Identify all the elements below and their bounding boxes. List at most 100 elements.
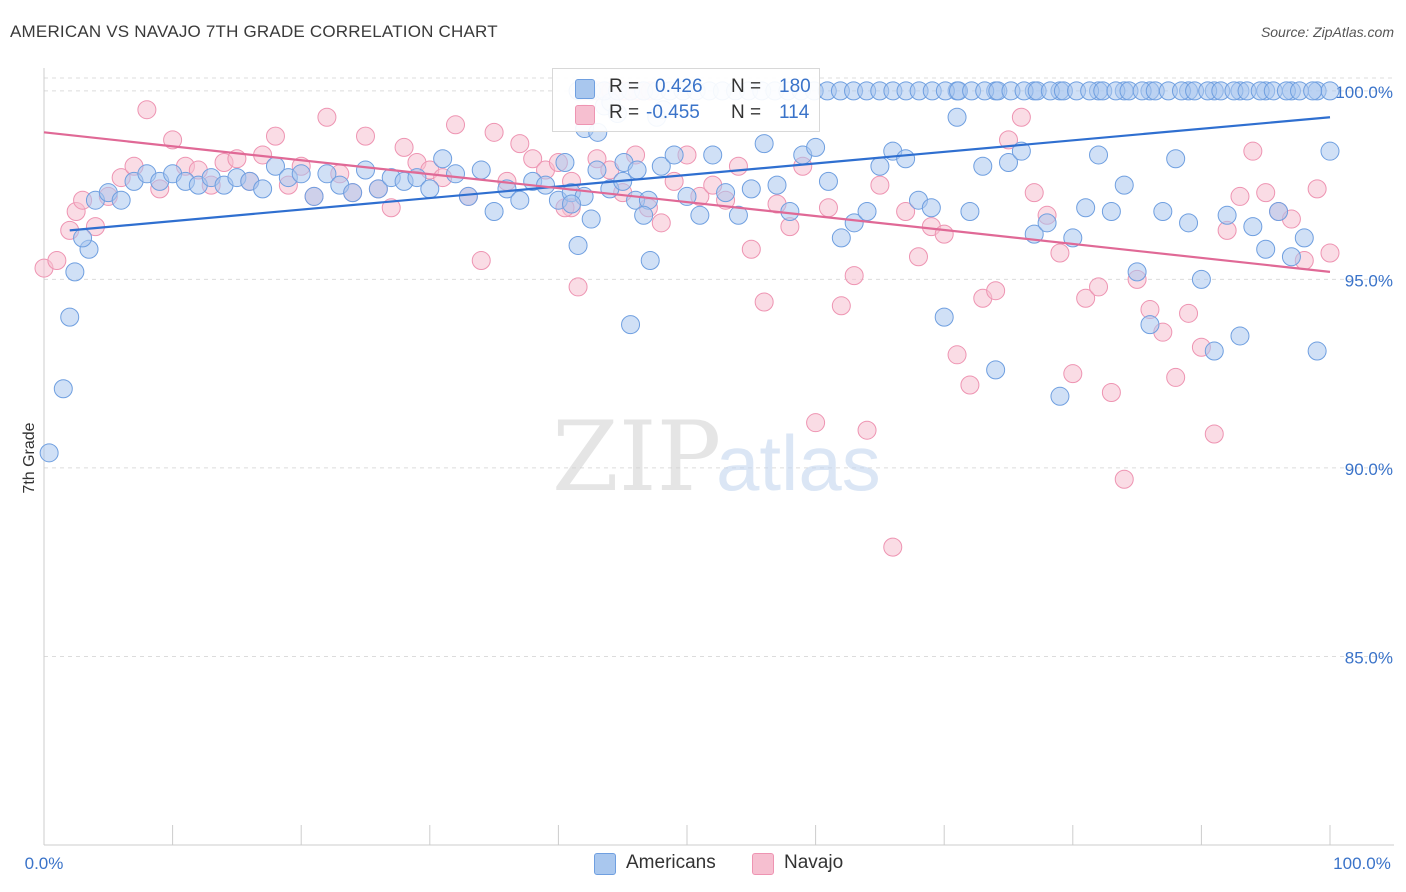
americans-point — [510, 190, 530, 210]
americans-n-value: 180 — [779, 76, 811, 97]
navajo-point — [381, 198, 401, 218]
americans-point — [1269, 202, 1289, 222]
navajo-point — [484, 122, 504, 142]
americans-point — [634, 205, 654, 225]
navajo-point — [356, 126, 375, 146]
navajo-point — [1230, 186, 1250, 206]
navajo-legend-swatch — [752, 853, 774, 875]
americans-point — [741, 179, 761, 199]
correlation-legend: R = 0.426 N = 180 R = -0.455 N = 114 — [552, 68, 820, 132]
americans-point — [728, 205, 748, 225]
navajo-r-value: -0.455 — [646, 102, 700, 123]
americans-point — [1037, 213, 1057, 233]
americans-point — [716, 183, 736, 203]
legend-row-americans: R = 0.426 N = 180 — [553, 76, 819, 100]
navajo-point — [317, 107, 337, 127]
navajo-point — [394, 137, 414, 157]
americans-point — [1217, 205, 1237, 225]
americans-point — [640, 251, 660, 271]
americans-point — [767, 175, 787, 195]
chart-title: AMERICAN VS NAVAJO 7TH GRADE CORRELATION… — [10, 22, 498, 41]
americans-point — [568, 235, 588, 255]
navajo-r-label: R = — [609, 102, 640, 123]
americans-point — [1191, 269, 1211, 289]
americans-trendline — [69, 116, 1331, 232]
navajo-point — [1114, 469, 1134, 489]
x-tick-label-max: 100.0% — [1333, 854, 1391, 873]
americans-point — [857, 202, 877, 222]
americans-point — [627, 160, 647, 180]
navajo-legend-label: Navajo — [784, 852, 844, 873]
y-axis-label: 7th Grade — [21, 422, 38, 493]
watermark-atlas: atlas — [716, 419, 881, 507]
navajo-point — [568, 277, 588, 297]
navajo-trendline — [43, 131, 1331, 273]
americans-point — [1127, 262, 1147, 282]
navajo-point — [857, 420, 877, 440]
navajo-point — [1011, 107, 1031, 127]
navajo-point — [1076, 288, 1096, 308]
navajo-point — [999, 130, 1018, 150]
watermark-zip: ZIP — [552, 401, 721, 513]
americans-point — [934, 307, 954, 327]
americans-point — [253, 179, 273, 199]
americans-point — [497, 179, 517, 199]
americans-point — [870, 156, 890, 176]
americans-point — [555, 152, 575, 172]
navajo-point — [1024, 183, 1044, 203]
navajo-point — [934, 224, 954, 244]
navajo-point — [1320, 243, 1340, 263]
americans-point — [484, 202, 504, 222]
americans-point — [304, 186, 324, 206]
americans-point — [703, 145, 723, 165]
americans-point — [562, 194, 582, 214]
americans-legend-label: Americans — [626, 852, 716, 873]
americans-point — [1140, 315, 1160, 335]
americans-point — [1114, 175, 1134, 195]
americans-point — [446, 164, 466, 184]
americans-point — [973, 156, 993, 176]
americans-point — [1307, 341, 1327, 361]
navajo-point — [163, 130, 183, 150]
americans-point — [947, 107, 967, 127]
navajo-point — [265, 126, 285, 146]
americans-r-label: R = — [609, 76, 640, 97]
americans-point — [368, 179, 388, 199]
navajo-point — [986, 281, 1006, 301]
x-tick-label-min: 0.0% — [25, 854, 64, 873]
navajo-swatch — [575, 105, 595, 125]
navajo-point — [728, 156, 748, 176]
navajo-point — [883, 537, 903, 557]
americans-point — [73, 228, 93, 248]
navajo-point — [831, 296, 851, 316]
americans-point — [343, 183, 363, 203]
americans-point — [458, 186, 478, 206]
americans-point — [1243, 217, 1263, 237]
americans-point — [1204, 341, 1224, 361]
americans-point — [420, 179, 440, 199]
navajo-point — [523, 149, 543, 169]
americans-point — [1303, 81, 1323, 101]
navajo-point — [947, 345, 967, 365]
americans-point — [1101, 202, 1121, 222]
americans-point — [581, 209, 601, 229]
americans-n-label: N = — [731, 76, 762, 97]
americans-point — [690, 205, 710, 225]
navajo-point — [1089, 277, 1109, 297]
americans-point — [65, 262, 85, 282]
navajo-point — [844, 266, 864, 286]
navajo-point — [1204, 424, 1224, 444]
americans-point — [999, 152, 1018, 172]
navajo-point — [471, 251, 491, 271]
americans-point — [1166, 149, 1186, 169]
americans-point — [1294, 228, 1314, 248]
navajo-n-label: N = — [731, 102, 762, 123]
americans-point — [831, 228, 851, 248]
navajo-n-value: 114 — [779, 102, 810, 123]
americans-point — [960, 202, 980, 222]
americans-point — [1089, 145, 1109, 165]
americans-r-value: 0.426 — [655, 76, 703, 97]
americans-point — [1256, 239, 1276, 259]
americans-point — [806, 137, 826, 157]
americans-point — [471, 160, 491, 180]
